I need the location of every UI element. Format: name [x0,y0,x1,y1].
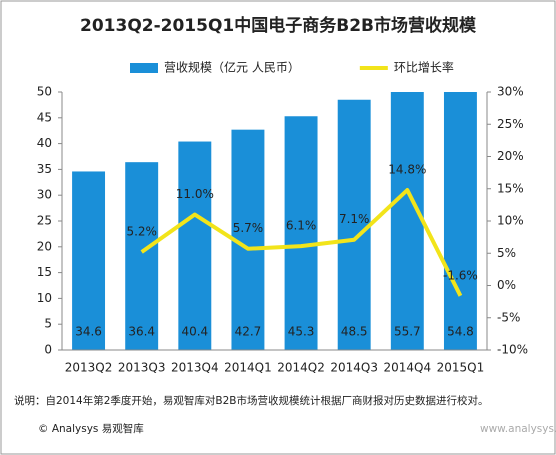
y-tick-label: 20 [37,239,52,253]
bar [337,99,371,351]
line-label: -1.6% [443,268,478,282]
line-label: 5.2% [126,224,157,238]
line-label: 11.0% [176,187,214,201]
x-tick-label: 2013Q4 [171,361,219,375]
line-label: 14.8% [388,163,426,177]
y2-tick-label: 20% [497,149,524,163]
y-tick-label: 40 [37,136,52,150]
bar-label: 40.4 [181,325,208,339]
legend-swatch [130,63,158,73]
y2-tick-label: 25% [497,117,524,131]
line-label: 6.1% [286,219,317,233]
x-tick-label: 2014Q1 [224,361,272,375]
y2-tick-label: 10% [497,214,524,228]
y2-tick-label: 0% [497,278,516,292]
line-label: 7.1% [339,212,370,226]
y-tick-label: 10 [37,291,52,305]
x-tick-label: 2014Q3 [330,361,378,375]
bar [72,171,106,350]
bar [443,92,477,351]
y-tick-label: 50 [37,85,52,99]
bar-label: 36.4 [128,325,155,339]
bar-label: 42.7 [235,325,262,339]
y-tick-label: 35 [37,162,52,176]
bar [284,116,318,350]
y2-tick-label: 15% [497,181,524,195]
legend-label: 营收规模（亿元 人民币） [164,60,300,75]
y2-tick-label: 5% [497,246,516,260]
bar [390,92,424,350]
y-tick-label: 45 [37,110,52,124]
y-tick-label: 5 [44,317,52,331]
x-tick-label: 2013Q3 [118,361,166,375]
legend-label: 环比增长率 [394,60,454,75]
line-label: 5.7% [233,221,264,235]
bar-label: 55.7 [394,325,421,339]
x-tick-label: 2013Q2 [65,361,113,375]
bar-label: 54.8 [447,325,474,339]
x-tick-label: 2014Q4 [384,361,432,375]
bar-label: 48.5 [341,325,368,339]
x-tick-label: 2015Q1 [437,361,485,375]
y2-tick-label: 30% [497,85,524,99]
bar-label: 34.6 [75,325,102,339]
bar [178,141,212,350]
watermark: www.analysys.cn [480,423,556,435]
source: © Analysys 易观智库 [38,422,144,435]
y2-tick-label: -10% [497,343,528,357]
growth-line [140,188,463,297]
note: 说明：自2014年第2季度开始，易观智库对B2B市场营收规模统计根据厂商财报对历… [14,394,489,407]
y-tick-label: 0 [44,343,52,357]
bar-label: 45.3 [288,325,315,339]
y-tick-label: 15 [37,265,52,279]
bar [125,162,159,350]
y-tick-label: 25 [37,214,52,228]
chart-title: 2013Q2-2015Q1中国电子商务B2B市场营收规模 [80,15,477,36]
y-tick-label: 30 [37,188,52,202]
x-tick-label: 2014Q2 [277,361,325,375]
y2-tick-label: -5% [497,310,520,324]
